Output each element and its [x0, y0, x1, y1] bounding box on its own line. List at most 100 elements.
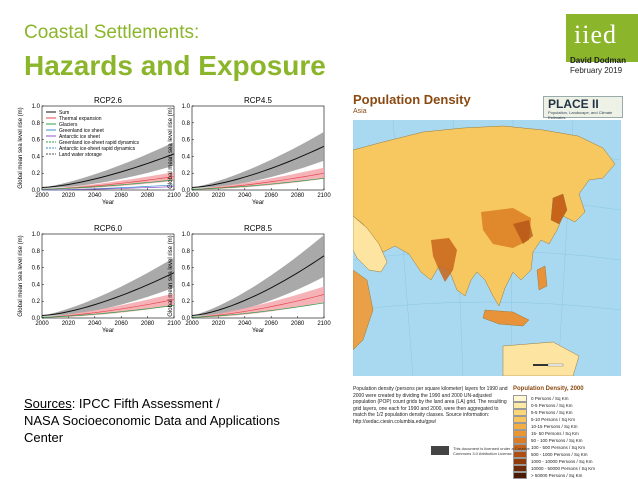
legend-swatch [513, 395, 527, 402]
legend-label: 5-5 Persons / Sq Km [531, 410, 573, 415]
land-arabia [353, 215, 388, 273]
legend-label: 0-5 Persons / Sq Km [531, 403, 573, 408]
land-africa [353, 269, 374, 351]
y-tick-label: 0.6 [182, 266, 191, 272]
map-subtitle: Asia [353, 108, 367, 115]
legend-label: Thermal expansion [59, 116, 102, 122]
x-tick-label: 2020 [62, 193, 76, 199]
x-tick-label: 2020 [212, 193, 226, 199]
legend-label: 500 - 1000 Persons / Sq Km [531, 452, 588, 457]
y-tick-label: 0.0 [182, 316, 191, 322]
x-tick-label: 2040 [238, 321, 252, 327]
legend-swatch [513, 409, 527, 416]
x-tick-label: 2020 [212, 321, 226, 327]
series-line [41, 179, 175, 190]
land-india-dense [431, 238, 457, 282]
series-line [41, 272, 175, 316]
legend-swatch [513, 423, 527, 430]
legend-swatch [513, 430, 527, 437]
slide-title-line2: Hazards and Exposure [24, 50, 326, 81]
legend-label: 15- 50 Persons / Sq Km [531, 431, 579, 436]
land-australia [502, 341, 580, 376]
y-tick-label: 0.8 [182, 121, 191, 127]
x-axis-label: Year [102, 328, 114, 334]
chart-title: RCP4.5 [244, 96, 273, 105]
land-philippines [536, 265, 548, 291]
legend-label: Sum [59, 110, 69, 116]
y-tick-label: 0.6 [32, 266, 41, 272]
scale-bar [533, 363, 564, 367]
series-line [191, 145, 325, 188]
x-tick-label: 2040 [88, 193, 102, 199]
y-axis-label: Global mean sea level rise (m) [18, 107, 24, 188]
land-indonesia [482, 309, 530, 327]
legend-label: Greenland ice-sheet rapid dynamics [59, 140, 140, 146]
series-line [191, 255, 325, 316]
legend-label: 10000 - 50000 Persons / Sq Km [531, 466, 596, 471]
x-tick-label: 2000 [185, 321, 199, 327]
y-tick-label: 0.0 [32, 316, 41, 322]
y-tick-label: 0.8 [32, 121, 41, 127]
y-tick-label: 0.6 [32, 138, 41, 144]
chart-panel: RCP2.6 2000 2020 2040 2060 2080 2100 0.0 0.2 0.4 0… [18, 96, 181, 206]
x-tick-label: 2000 [35, 321, 49, 327]
legend-row: 0-5 Persons / Sq Km [513, 402, 621, 409]
y-tick-label: 0.2 [182, 171, 191, 177]
uncertainty-band [192, 131, 324, 188]
land-china-dense [481, 208, 531, 248]
y-axis-label: Global mean sea level rise (m) [18, 235, 24, 316]
y-axis-label: Global mean sea level rise (m) [168, 107, 174, 188]
creative-commons-icon [431, 446, 449, 455]
x-tick-label: 2060 [115, 193, 129, 199]
map-title: Population Density [353, 92, 471, 107]
x-axis-label: Year [252, 200, 264, 206]
legend-row: 0 Persons / Sq Km [513, 395, 621, 402]
series-line [41, 153, 175, 188]
y-tick-label: 0.2 [32, 299, 41, 305]
legend-label: Antarctic ice sheet [59, 134, 100, 140]
series-line [191, 294, 325, 318]
map-legend: Population Density, 2000 0 Persons / Sq … [513, 386, 621, 479]
author-name: David Dodman [570, 56, 627, 65]
y-tick-label: 0.0 [32, 188, 41, 194]
legend-row: 1000 - 10000 Persons / Sq Km [513, 458, 621, 465]
x-tick-label: 2080 [141, 321, 155, 327]
x-tick-label: 2100 [317, 321, 331, 327]
legend-row: 5-5 Persons / Sq Km [513, 409, 621, 416]
legend-label: 50 - 100 Persons / Sq Km [531, 438, 583, 443]
legend-label: 1000 - 10000 Persons / Sq Km [531, 459, 593, 464]
x-tick-label: 2040 [88, 321, 102, 327]
legend-label: 0 Persons / Sq Km [531, 396, 569, 401]
iied-logo: iied [566, 14, 638, 62]
legend-swatch [513, 458, 527, 465]
x-tick-label: 2000 [185, 193, 199, 199]
map-description: Population density (persons per square k… [353, 386, 508, 425]
legend-label: 5-10 Persons / Sq Km [531, 417, 576, 422]
legend-row: 5-10 Persons / Sq Km [513, 416, 621, 423]
x-axis-label: Year [252, 328, 264, 334]
y-tick-label: 0.8 [32, 249, 41, 255]
uncertainty-band [42, 257, 174, 316]
place-logo-title: PLACE II [548, 97, 599, 111]
legend-label: > 50000 Persons / Sq Km [531, 473, 583, 478]
slide-title-line1: Coastal Settlements: [24, 22, 200, 43]
sources-line2: NASA Socioeconomic Data and Applications [24, 413, 280, 428]
legend-swatch [513, 451, 527, 458]
population-density-map-panel: Population Density Asia PLACE II Populat… [345, 90, 625, 479]
legend-label: 10-15 Persons / Sq Km [531, 424, 578, 429]
place-logo: PLACE II Population, Landscape, and Clim… [543, 96, 623, 120]
chart-title: RCP2.6 [94, 96, 123, 105]
y-tick-label: 0.4 [182, 282, 191, 288]
legend-label: Glaciers [59, 122, 78, 128]
x-tick-label: 2100 [167, 193, 181, 199]
y-tick-label: 0.8 [182, 249, 191, 255]
land-east-dense [513, 220, 533, 244]
x-tick-label: 2080 [291, 321, 305, 327]
y-tick-label: 1.0 [32, 232, 41, 238]
x-tick-label: 2020 [62, 321, 76, 327]
license-text: This document is licensed under a Creati… [453, 446, 530, 456]
place-logo-subtitle: Population, Landscape, and Climate Estim… [548, 110, 613, 120]
x-tick-label: 2100 [167, 321, 181, 327]
y-tick-label: 0.4 [32, 154, 41, 160]
